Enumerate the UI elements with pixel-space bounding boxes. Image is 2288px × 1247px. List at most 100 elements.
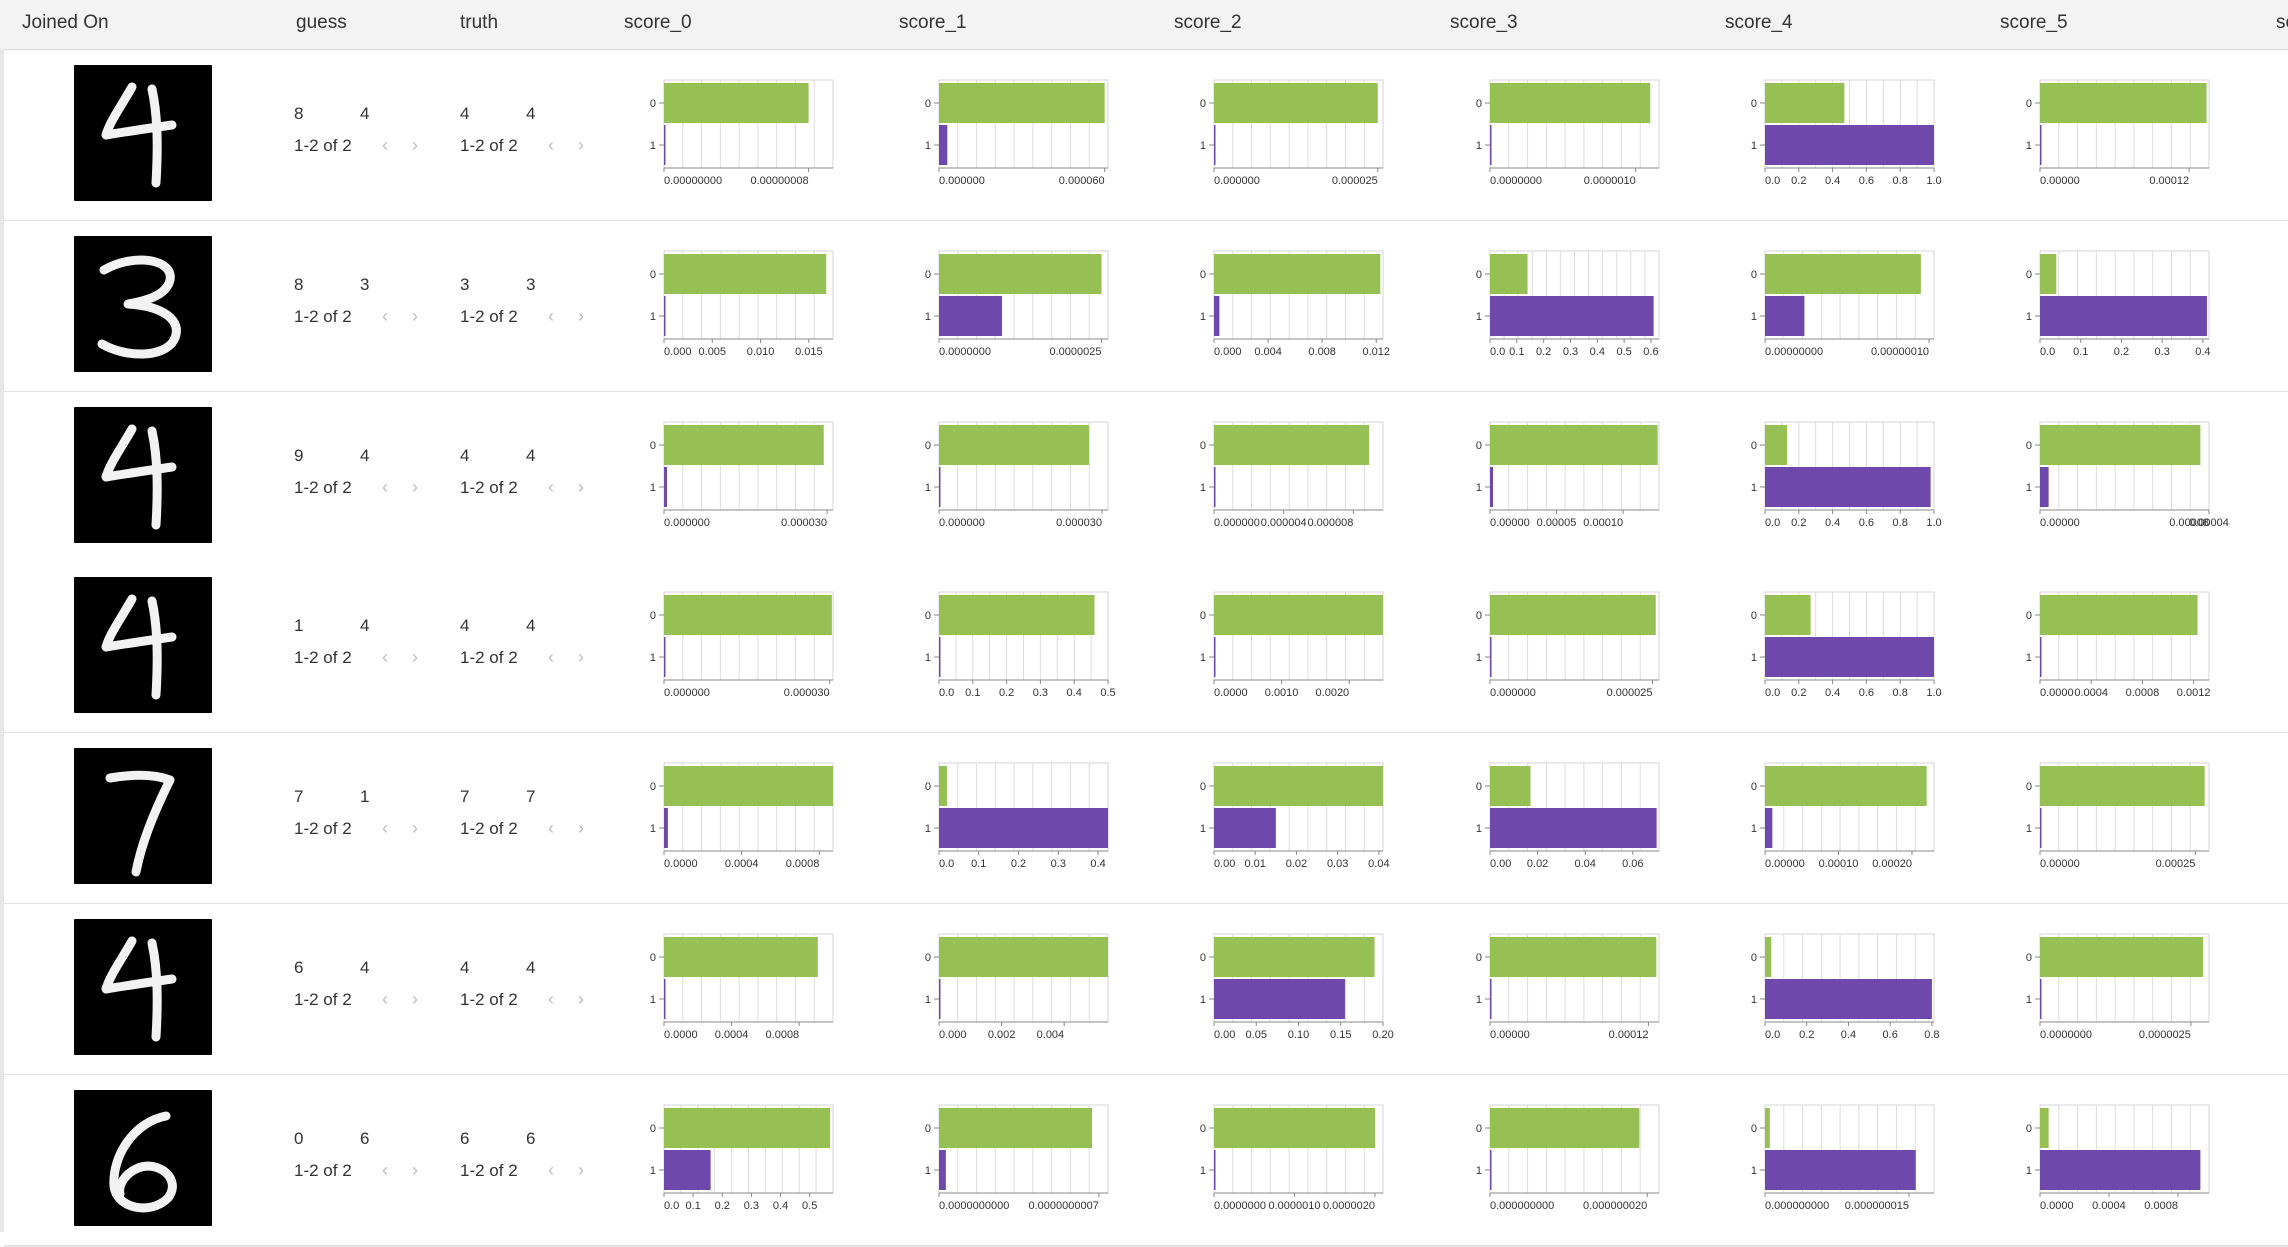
- table-row[interactable]: 9 4 1-2 of 2 ‹ › 4 4 1-2 of 2 ‹ › 0 1 0.000000 0.0000…: [4, 392, 2288, 564]
- score-5-chart[interactable]: 0 1 0.00000 0.00025: [2012, 751, 2242, 876]
- score-3-chart[interactable]: 0 1 0.00000 0.00012: [1462, 922, 1692, 1047]
- chevron-left-icon[interactable]: ‹: [548, 135, 554, 155]
- score-0-chart[interactable]: 0 1 0.0000 0.0004 0.0008: [636, 922, 866, 1047]
- chevron-right-icon[interactable]: ›: [578, 135, 584, 155]
- score-4-chart[interactable]: 0 1 0.0 0.2 0.4 0.6 0.8 1.0: [1737, 410, 1967, 535]
- chevron-left-icon[interactable]: ‹: [548, 989, 554, 1009]
- score-1-chart[interactable]: 0 1 0.000000 0.000060: [911, 68, 1141, 193]
- score-0-chart[interactable]: 0 1 0.000000 0.000030: [636, 410, 866, 535]
- digit-image[interactable]: [74, 407, 212, 543]
- column-header-score_1[interactable]: score_1: [899, 12, 967, 33]
- score-5-chart[interactable]: 0 1 0.0 0.1 0.2 0.3 0.4: [2012, 239, 2242, 364]
- score-2-chart[interactable]: 0 1 0.00 0.01 0.02 0.03 0.04: [1186, 751, 1416, 876]
- chevron-right-icon[interactable]: ›: [578, 818, 584, 838]
- score-4-chart[interactable]: 0 1 0.0 0.2 0.4 0.6 0.8 1.0: [1737, 580, 1967, 705]
- score-1-chart[interactable]: 0 1 0.0000000000 0.0000000007: [911, 1093, 1141, 1218]
- table-row[interactable]: 0 6 1-2 of 2 ‹ › 6 6 1-2 of 2 ‹ › 0 1 0.0 0.1 0.2 0.3 0.…: [4, 1075, 2288, 1247]
- score-2-chart[interactable]: 0 1 0.000 0.004 0.008 0.012: [1186, 239, 1416, 364]
- x-tick-label: 0.000: [1214, 346, 1242, 358]
- chevron-left-icon[interactable]: ‹: [382, 135, 388, 155]
- score-3-chart[interactable]: 0 1 0.00000 0.00005 0.00010: [1462, 410, 1692, 535]
- chevron-right-icon[interactable]: ›: [412, 989, 418, 1009]
- score-1-chart[interactable]: 0 1 0.0000000 0.0000025: [911, 239, 1141, 364]
- digit-image[interactable]: [74, 1090, 212, 1226]
- column-header-truth[interactable]: truth: [460, 12, 499, 33]
- chevron-right-icon[interactable]: ›: [578, 989, 584, 1009]
- table-row[interactable]: 8 4 1-2 of 2 ‹ › 4 4 1-2 of 2 ‹ › 0 1 0.00000000 0.00…: [4, 50, 2288, 222]
- score-0-chart[interactable]: 0 1 0.000 0.005 0.010 0.015: [636, 239, 866, 364]
- table-row[interactable]: 8 3 1-2 of 2 ‹ › 3 3 1-2 of 2 ‹ › 0 1 0.000 0.005 0.01…: [4, 221, 2288, 393]
- chevron-right-icon[interactable]: ›: [578, 477, 584, 497]
- score-3-chart[interactable]: 0 1 0.0000000 0.0000010: [1462, 68, 1692, 193]
- score-5-chart[interactable]: 0 1 0.0000000 0.0000025: [2012, 922, 2242, 1047]
- chevron-right-icon[interactable]: ›: [578, 306, 584, 326]
- score-3-chart[interactable]: 0 1 0.000000 0.000025: [1462, 580, 1692, 705]
- score-4-chart[interactable]: 0 1 0.00000 0.00010 0.00020: [1737, 751, 1967, 876]
- score-5-chart[interactable]: 0 1 0.00000 0.00012: [2012, 68, 2242, 193]
- chevron-left-icon[interactable]: ‹: [382, 306, 388, 326]
- y-tick-label: 1: [1476, 140, 1482, 152]
- score-3-chart[interactable]: 0 1 0.00 0.02 0.04 0.06: [1462, 751, 1692, 876]
- score-4-chart[interactable]: 0 1 0.0 0.2 0.4 0.6 0.8 1.0: [1737, 68, 1967, 193]
- score-3-chart[interactable]: 0 1 0.0 0.1 0.2 0.3 0.4 0.5 0.6: [1462, 239, 1692, 364]
- score-0-chart[interactable]: 0 1 0.0000 0.0004 0.0008: [636, 751, 866, 876]
- score-1-chart[interactable]: 0 1 0.0 0.1 0.2 0.3 0.4: [911, 751, 1141, 876]
- chevron-left-icon[interactable]: ‹: [548, 647, 554, 667]
- chevron-right-icon[interactable]: ›: [412, 135, 418, 155]
- digit-image[interactable]: [74, 577, 212, 713]
- score-2-chart[interactable]: 0 1 0.0000000 0.0000010 0.0000020: [1186, 1093, 1416, 1218]
- chevron-left-icon[interactable]: ‹: [382, 477, 388, 497]
- table-row[interactable]: 6 4 1-2 of 2 ‹ › 4 4 1-2 of 2 ‹ › 0 1 0.0000 0.0004 0.…: [4, 904, 2288, 1076]
- column-header-sc[interactable]: sc: [2276, 12, 2288, 33]
- score-2-chart[interactable]: 0 1 0.000000 0.000025: [1186, 68, 1416, 193]
- chevron-right-icon[interactable]: ›: [412, 818, 418, 838]
- column-header-joined-on[interactable]: Joined On: [22, 12, 109, 33]
- chevron-right-icon[interactable]: ›: [412, 1160, 418, 1180]
- score-5-chart[interactable]: 0 1 0.0000 0.0004 0.0008: [2012, 1093, 2242, 1218]
- chevron-left-icon[interactable]: ‹: [382, 818, 388, 838]
- column-header-score_2[interactable]: score_2: [1174, 12, 1242, 33]
- digit-image[interactable]: [74, 65, 212, 201]
- table-row[interactable]: 7 1 1-2 of 2 ‹ › 7 7 1-2 of 2 ‹ › 0 1 0.0000 0.0004 0.…: [4, 733, 2288, 905]
- score-5-chart[interactable]: 0 1 0.00000 0.00004 0.00008: [2012, 410, 2242, 535]
- chevron-left-icon[interactable]: ‹: [382, 989, 388, 1009]
- column-header-score_3[interactable]: score_3: [1450, 12, 1518, 33]
- column-header-guess[interactable]: guess: [296, 12, 347, 33]
- table-row[interactable]: 1 4 1-2 of 2 ‹ › 4 4 1-2 of 2 ‹ › 0 1 0.000000 0.0000…: [4, 562, 2288, 734]
- chevron-left-icon[interactable]: ‹: [382, 1160, 388, 1180]
- column-header-score_4[interactable]: score_4: [1725, 12, 1793, 33]
- chevron-right-icon[interactable]: ›: [578, 647, 584, 667]
- chevron-right-icon[interactable]: ›: [412, 477, 418, 497]
- score-0-chart[interactable]: 0 1 0.00000000 0.00000008: [636, 68, 866, 193]
- chevron-left-icon[interactable]: ‹: [548, 1160, 554, 1180]
- chevron-right-icon[interactable]: ›: [412, 647, 418, 667]
- score-2-chart[interactable]: 0 1 0.0000 0.0010 0.0020: [1186, 580, 1416, 705]
- score-4-chart[interactable]: 0 1 0.00000000 0.00000010: [1737, 239, 1967, 364]
- score-1-chart[interactable]: 0 1 0.000 0.002 0.004: [911, 922, 1141, 1047]
- chevron-left-icon[interactable]: ‹: [548, 477, 554, 497]
- score-4-chart[interactable]: 0 1 0.000000000 0.000000015: [1737, 1093, 1967, 1218]
- digit-image[interactable]: [74, 748, 212, 884]
- score-5-chart[interactable]: 0 1 0.0000 0.0004 0.0008 0.0012: [2012, 580, 2242, 705]
- digit-image[interactable]: [74, 919, 212, 1055]
- y-tick-label: 1: [650, 1165, 656, 1177]
- score-1-chart[interactable]: 0 1 0.000000 0.000030: [911, 410, 1141, 535]
- chevron-right-icon[interactable]: ›: [578, 1160, 584, 1180]
- x-tick-label: 0.01: [1245, 858, 1266, 870]
- score-1-chart[interactable]: 0 1 0.0 0.1 0.2 0.3 0.4 0.5: [911, 580, 1141, 705]
- score-3-chart[interactable]: 0 1 0.000000000 0.000000020: [1462, 1093, 1692, 1218]
- x-tick-label: 0.0008: [2144, 1200, 2178, 1212]
- score-4-chart[interactable]: 0 1 0.0 0.2 0.4 0.6 0.8: [1737, 922, 1967, 1047]
- chevron-left-icon[interactable]: ‹: [548, 306, 554, 326]
- column-header-score_5[interactable]: score_5: [2000, 12, 2068, 33]
- chevron-left-icon[interactable]: ‹: [548, 818, 554, 838]
- digit-image[interactable]: [74, 236, 212, 372]
- chevron-left-icon[interactable]: ‹: [382, 647, 388, 667]
- column-header-score_0[interactable]: score_0: [624, 12, 692, 33]
- score-2-chart[interactable]: 0 1 0.00 0.05 0.10 0.15 0.20: [1186, 922, 1416, 1047]
- score-0-chart[interactable]: 0 1 0.0 0.1 0.2 0.3 0.4 0.5: [636, 1093, 866, 1218]
- truth-value: 6: [526, 1129, 536, 1148]
- score-0-chart[interactable]: 0 1 0.000000 0.000030: [636, 580, 866, 705]
- chevron-right-icon[interactable]: ›: [412, 306, 418, 326]
- score-2-chart[interactable]: 0 1 0.000000 0.000004 0.000008: [1186, 410, 1416, 535]
